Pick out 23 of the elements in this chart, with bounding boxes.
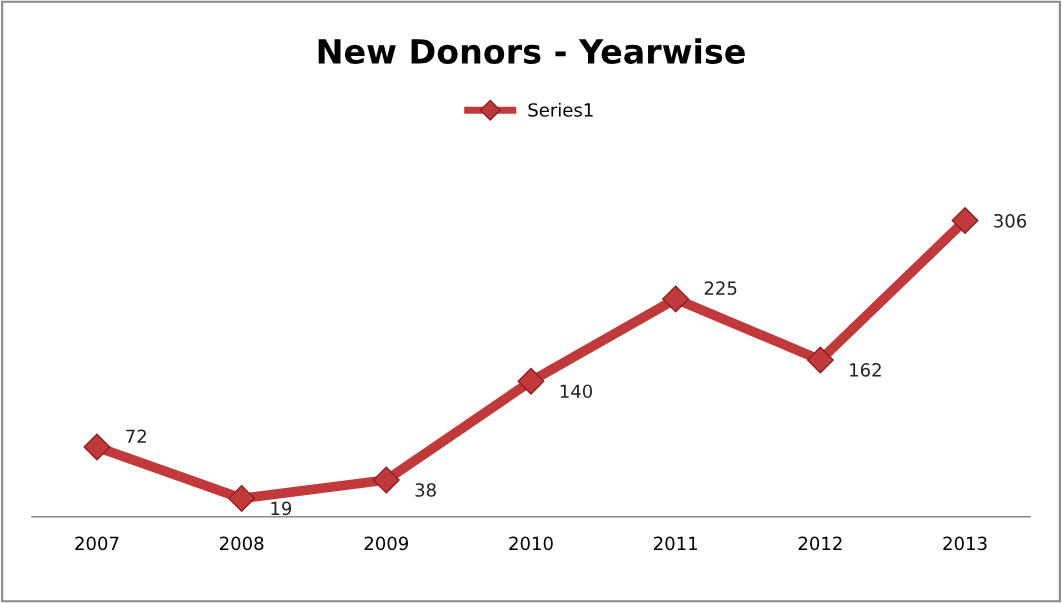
data-label: 72 (126, 429, 146, 443)
point (951, 207, 979, 234)
point (517, 367, 545, 395)
point (372, 466, 400, 494)
x-tick-label: 2009 (364, 536, 409, 551)
x-tick-label: 2010 (509, 536, 553, 551)
data-label: 19 (271, 501, 292, 516)
point (806, 346, 834, 374)
x-tick-label: 2012 (798, 536, 842, 551)
data-label: 38 (415, 483, 436, 497)
x-tick-label: 2008 (219, 536, 264, 551)
x-tick-label: 2013 (943, 536, 987, 551)
x-tick-label: 2011 (654, 536, 697, 551)
chart-title: New Donors - Yearwise (318, 38, 745, 64)
data-label: 306 (994, 213, 1027, 228)
point (83, 433, 111, 461)
data-label: 162 (850, 363, 881, 377)
point (662, 285, 690, 313)
data-label: 140 (560, 384, 593, 399)
x-tick-label: 2007 (75, 536, 119, 551)
point (228, 484, 256, 512)
data-label: 225 (704, 281, 737, 295)
legend-label: Series1 (528, 102, 593, 117)
